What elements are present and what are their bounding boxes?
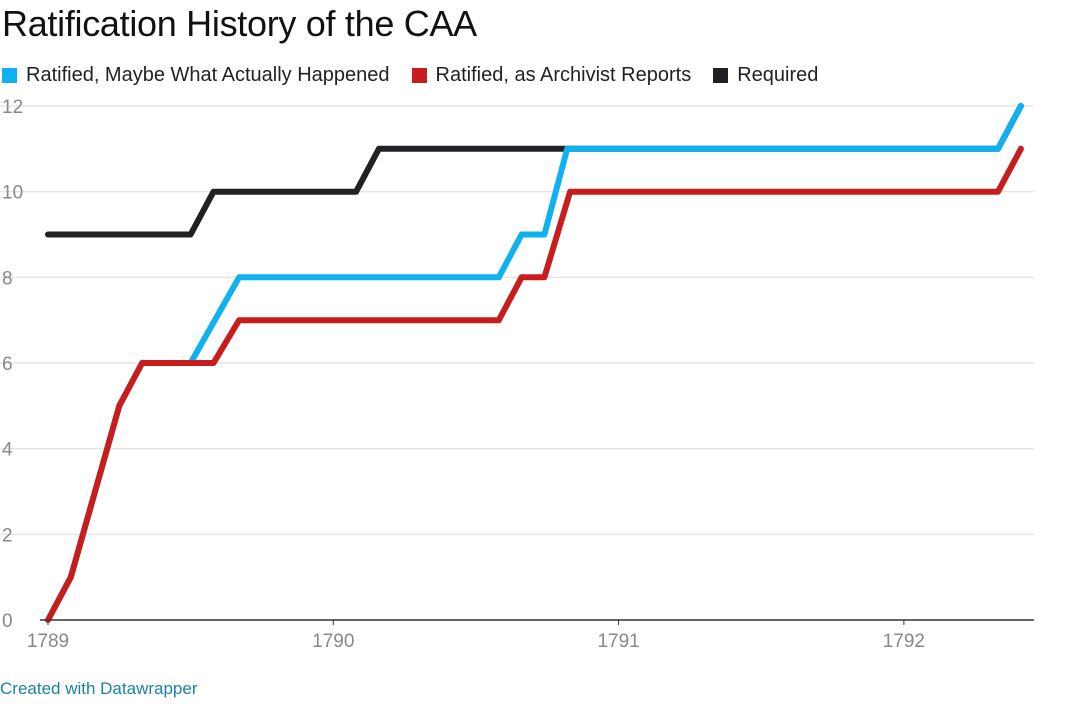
legend-swatch-archivist <box>411 68 427 83</box>
y-tick-label-0: 0 <box>2 611 13 632</box>
legend-item-archivist: Ratified, as Archivist Reports <box>411 64 692 87</box>
x-tick-label-1789: 1789 <box>27 631 69 652</box>
series-line-required <box>45 103 1024 238</box>
chart-title: Ratification History of the CAA <box>2 3 477 44</box>
y-tick-label-8: 8 <box>2 268 13 289</box>
series-line-ratified-as-archivist-reports <box>45 145 1024 623</box>
legend-swatch-maybe-actual <box>2 68 17 83</box>
y-axis-ticks: 0 2 4 6 8 10 12 <box>2 97 23 632</box>
series-lines <box>45 103 1024 623</box>
y-tick-label-6: 6 <box>2 354 13 375</box>
y-tick-label-12: 12 <box>2 97 23 118</box>
x-tick-label-1792: 1792 <box>883 631 925 652</box>
y-tick-label-10: 10 <box>2 183 23 204</box>
gridlines <box>0 105 1034 535</box>
x-axis-ticks: 1789 1790 1791 1792 <box>27 620 925 652</box>
y-tick-label-2: 2 <box>2 525 13 546</box>
x-tick-label-1791: 1791 <box>597 631 639 652</box>
legend-item-maybe-actual: Ratified, Maybe What Actually Happened <box>2 64 390 87</box>
legend-label-maybe-actual: Ratified, Maybe What Actually Happened <box>26 64 390 86</box>
legend-label-archivist: Ratified, as Archivist Reports <box>435 64 692 86</box>
legend-item-required: Required <box>713 64 818 87</box>
y-tick-label-4: 4 <box>2 440 13 461</box>
datawrapper-credit-link[interactable]: Created with Datawrapper <box>0 679 198 698</box>
legend: Ratified, Maybe What Actually Happened R… <box>2 64 840 87</box>
legend-swatch-required <box>713 68 729 83</box>
x-tick-label-1790: 1790 <box>312 631 354 652</box>
legend-label-required: Required <box>737 64 819 86</box>
